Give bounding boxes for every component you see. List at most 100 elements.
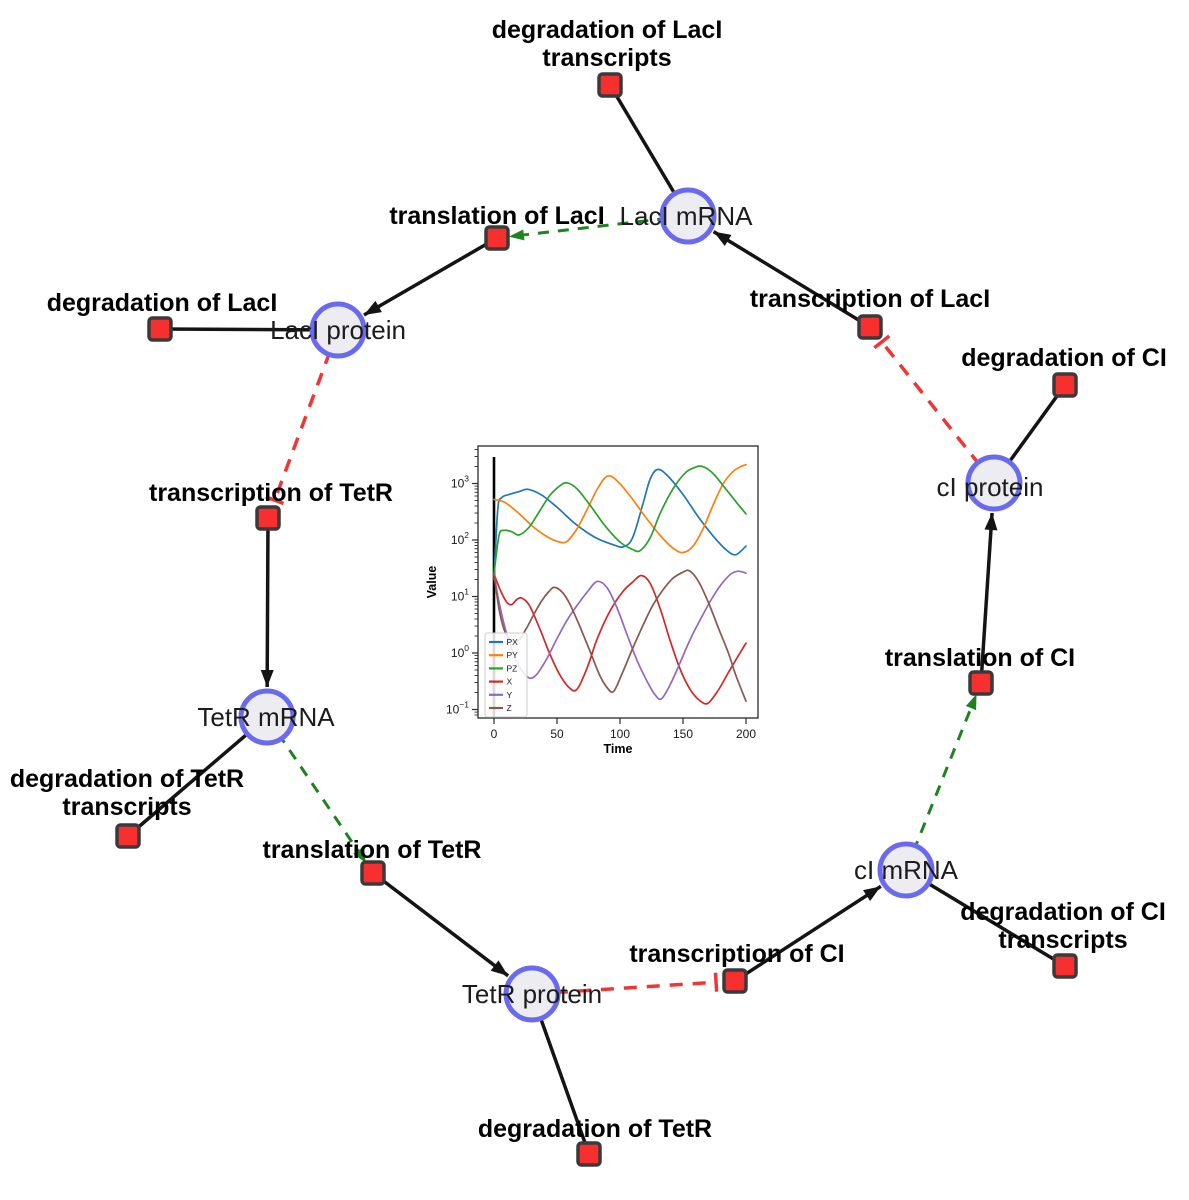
legend-label: X	[507, 677, 513, 687]
legend-label: Z	[507, 703, 512, 713]
reaction-square-icon	[722, 968, 748, 994]
edge-translation-of-ci-to-ci-protein	[979, 512, 998, 684]
edge-ci-mrna-to-translation-of-ci	[904, 694, 977, 871]
reaction-label: transcripts	[542, 44, 671, 72]
reaction-label: translation of TetR	[263, 836, 482, 864]
inhibitor-tee-icon	[873, 334, 891, 350]
edge-laci-protein-to-degradation-of-laci	[159, 327, 339, 332]
species-label: TetR protein	[462, 979, 602, 1009]
edge-line	[712, 230, 871, 329]
reaction-label: translation of CI	[885, 644, 1075, 672]
series-curve-py	[493, 463, 747, 554]
reaction-square-icon	[1052, 372, 1078, 398]
species-node-tetr-mrna: TetR mRNA	[197, 688, 335, 746]
arrowhead-icon	[490, 960, 509, 976]
species-node-tetr-protein: TetR protein	[462, 965, 602, 1023]
y-tick-label: 10−1	[446, 700, 469, 717]
x-tick-label: 100	[610, 727, 630, 741]
reaction-label: degradation of CI	[961, 344, 1167, 372]
edge-transcription-of-tetr-to-tetr-mrna	[260, 517, 274, 688]
edge-ci-mrna-to-degradation-of-ci-transcripts	[905, 868, 1066, 968]
edge-laci-protein-to-transcription-of-tetr	[265, 329, 340, 506]
species-label: LacI mRNA	[620, 201, 754, 231]
edge-line	[516, 214, 689, 238]
reaction-label: transcription of LacI	[750, 285, 990, 313]
species-node-laci-protein: LacI protein	[270, 301, 406, 359]
edge-line	[159, 327, 339, 332]
y-tick-label: 101	[451, 587, 469, 604]
reaction-label: degradation of TetR	[478, 1115, 712, 1143]
species-node-laci-mrna: LacI mRNA	[620, 187, 754, 245]
legend-box	[484, 632, 528, 718]
series-curve-px	[493, 468, 747, 581]
edge-laci-mrna-to-translation-of-laci	[508, 214, 689, 241]
reaction-node-translation-of-ci: translation of CI	[885, 644, 1075, 696]
reaction-square-icon	[484, 225, 510, 251]
reaction-node-degradation-of-laci: degradation of LacI	[47, 289, 278, 342]
reaction-label: transcripts	[998, 926, 1127, 954]
inhibitor-tee-icon	[265, 495, 285, 506]
species-label: cI mRNA	[854, 855, 959, 885]
reaction-label: transcripts	[62, 793, 191, 821]
edge-line	[531, 980, 717, 996]
edge-transcription-of-laci-to-laci-mrna	[712, 230, 871, 329]
reaction-node-transcription-of-laci: transcription of LacI	[750, 285, 990, 340]
reaction-label: degradation of LacI	[492, 16, 723, 44]
reaction-label: translation of LacI	[389, 202, 604, 230]
arrowhead-icon	[984, 512, 998, 531]
reaction-node-degradation-of-ci: degradation of CI	[961, 344, 1167, 398]
edge-line	[905, 868, 1066, 968]
x-tick-label: 150	[673, 727, 693, 741]
edges-layer	[126, 84, 1067, 1155]
reactions-layer: degradation of LacItranscriptstranslatio…	[10, 16, 1167, 1167]
reaction-square-icon	[255, 505, 281, 531]
reaction-label: degradation of CI	[960, 898, 1166, 926]
y-tick-label: 100	[451, 643, 469, 660]
legend-label: PY	[507, 650, 519, 660]
x-axis-label: Time	[604, 742, 633, 756]
reaction-node-translation-of-laci: translation of LacI	[389, 202, 605, 251]
edge-tetr-mrna-to-degradation-of-tetr-transcripts	[126, 715, 269, 838]
y-tick-label: 102	[451, 530, 469, 547]
species-circle-icon	[659, 187, 717, 245]
reaction-square-icon	[115, 823, 141, 849]
reaction-label: transcription of TetR	[149, 479, 393, 507]
edge-line	[904, 701, 975, 871]
reaction-square-icon	[597, 72, 623, 98]
legend-label: PZ	[507, 663, 518, 673]
species-circle-icon	[965, 454, 1023, 512]
x-tick-label: 50	[550, 727, 564, 741]
species-node-ci-mrna: cI mRNA	[854, 841, 959, 899]
inhibitor-tee-icon	[713, 972, 719, 992]
species-layer: LacI mRNA LacI protein cI protein TetR mRNA…	[197, 187, 1043, 1023]
species-circle-icon	[238, 688, 296, 746]
edge-line	[979, 512, 994, 684]
reaction-node-transcription-of-tetr: transcription of TetR	[149, 479, 393, 531]
x-tick-label: 0	[491, 727, 498, 741]
plot-legend: PX PY PZ XYZ	[484, 632, 528, 718]
legend-label: PX	[507, 637, 519, 647]
modifier-arrowhead-icon	[965, 694, 977, 711]
arrowhead-icon	[863, 886, 881, 902]
edge-line	[880, 340, 996, 485]
reaction-label: degradation of LacI	[47, 289, 278, 317]
edge-translation-of-laci-to-laci-protein	[363, 236, 498, 317]
reaction-square-icon	[576, 1141, 602, 1167]
edge-line	[126, 715, 269, 838]
edge-ci-protein-to-transcription-of-laci	[873, 334, 996, 485]
edge-line	[265, 517, 270, 688]
reaction-node-translation-of-tetr: translation of TetR	[263, 836, 482, 886]
reaction-label: transcription of CI	[629, 940, 844, 968]
reaction-square-icon	[147, 316, 173, 342]
modifier-arrowhead-icon	[353, 847, 367, 864]
species-node-ci-protein: cI protein	[937, 454, 1043, 512]
reaction-square-icon	[857, 314, 883, 340]
species-label: TetR mRNA	[197, 702, 335, 732]
reaction-square-icon	[968, 670, 994, 696]
species-circle-icon	[309, 301, 367, 359]
